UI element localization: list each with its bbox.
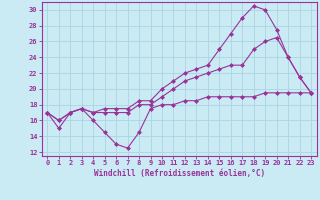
X-axis label: Windchill (Refroidissement éolien,°C): Windchill (Refroidissement éolien,°C): [94, 169, 265, 178]
